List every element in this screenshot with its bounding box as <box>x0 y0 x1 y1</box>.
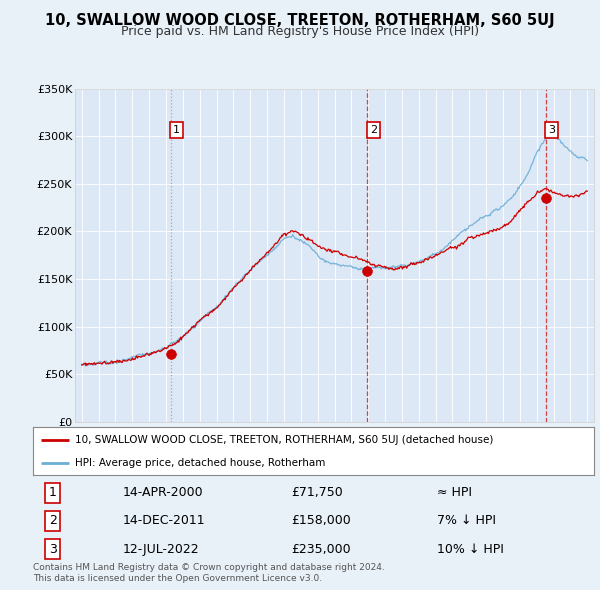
Text: £71,750: £71,750 <box>291 486 343 499</box>
Text: 10, SWALLOW WOOD CLOSE, TREETON, ROTHERHAM, S60 5UJ: 10, SWALLOW WOOD CLOSE, TREETON, ROTHERH… <box>45 13 555 28</box>
Text: £235,000: £235,000 <box>291 543 350 556</box>
Text: Contains HM Land Registry data © Crown copyright and database right 2024.
This d: Contains HM Land Registry data © Crown c… <box>33 563 385 583</box>
Text: 3: 3 <box>548 125 555 135</box>
Text: 2: 2 <box>370 125 377 135</box>
Text: 14-APR-2000: 14-APR-2000 <box>123 486 203 499</box>
Text: Price paid vs. HM Land Registry's House Price Index (HPI): Price paid vs. HM Land Registry's House … <box>121 25 479 38</box>
Text: 10, SWALLOW WOOD CLOSE, TREETON, ROTHERHAM, S60 5UJ (detached house): 10, SWALLOW WOOD CLOSE, TREETON, ROTHERH… <box>75 435 493 445</box>
Text: £158,000: £158,000 <box>291 514 351 527</box>
Text: 1: 1 <box>173 125 180 135</box>
Text: 2: 2 <box>49 514 56 527</box>
Text: 14-DEC-2011: 14-DEC-2011 <box>123 514 205 527</box>
Text: 7% ↓ HPI: 7% ↓ HPI <box>437 514 496 527</box>
Text: 3: 3 <box>49 543 56 556</box>
Text: 10% ↓ HPI: 10% ↓ HPI <box>437 543 504 556</box>
Text: HPI: Average price, detached house, Rotherham: HPI: Average price, detached house, Roth… <box>75 458 325 468</box>
Text: 12-JUL-2022: 12-JUL-2022 <box>123 543 199 556</box>
Text: ≈ HPI: ≈ HPI <box>437 486 472 499</box>
Text: 1: 1 <box>49 486 56 499</box>
